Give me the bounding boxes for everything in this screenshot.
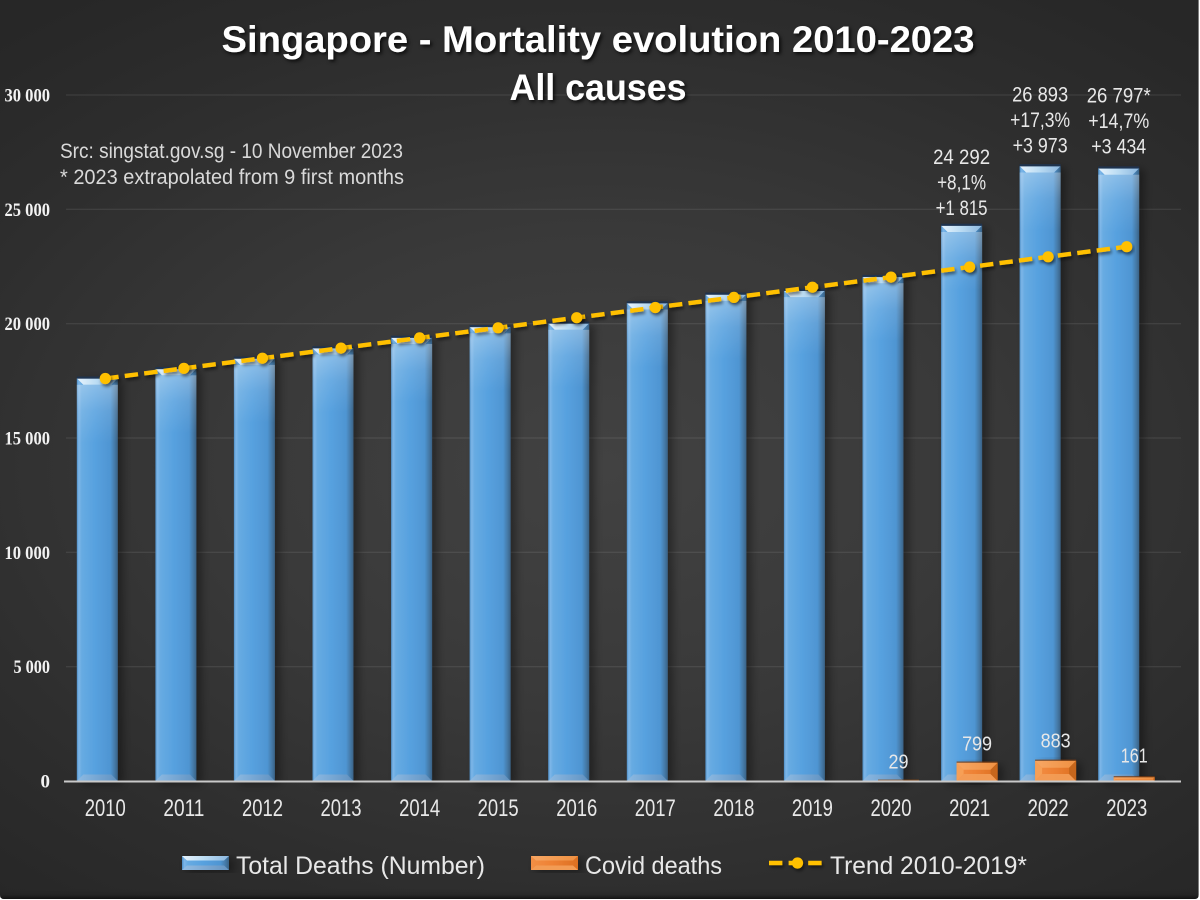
svg-text:2017: 2017 [635,795,676,822]
svg-text:161: 161 [1121,745,1148,767]
svg-text:26 797*: 26 797* [1087,85,1151,108]
svg-text:2015: 2015 [478,795,519,822]
svg-text:883: 883 [1041,730,1071,752]
svg-text:Singapore - Mortality evolutio: Singapore - Mortality evolution 2010-202… [222,19,975,60]
svg-text:+3 434: +3 434 [1091,136,1146,159]
svg-text:Src: singstat.gov.sg - 10 Nove: Src: singstat.gov.sg - 10 November 2023 [60,140,403,163]
svg-text:Total Deaths (Number): Total Deaths (Number) [236,852,485,880]
svg-text:All causes: All causes [510,67,687,108]
svg-text:2011: 2011 [163,795,204,822]
svg-text:+3 973: +3 973 [1013,135,1068,158]
svg-text:2018: 2018 [713,795,754,822]
svg-text:2020: 2020 [871,795,912,822]
svg-text:2016: 2016 [556,795,597,822]
svg-text:29: 29 [889,751,909,773]
svg-text:2010: 2010 [85,795,126,822]
svg-text:20 000: 20 000 [5,314,51,335]
svg-text:26 893: 26 893 [1012,84,1068,107]
svg-text:+1 815: +1 815 [936,197,988,220]
svg-text:+17,3%: +17,3% [1010,109,1070,132]
svg-text:2021: 2021 [949,795,990,822]
svg-text:10 000: 10 000 [5,543,51,564]
svg-text:2013: 2013 [321,795,362,822]
svg-text:25 000: 25 000 [5,200,51,221]
svg-text:30 000: 30 000 [5,86,51,107]
svg-text:Trend 2010-2019*: Trend 2010-2019* [830,852,1027,880]
svg-text:+8,1%: +8,1% [937,172,986,195]
svg-text:+14,7%: +14,7% [1088,110,1149,133]
svg-text:2023: 2023 [1106,795,1147,822]
svg-text:2019: 2019 [792,795,833,822]
svg-text:* 2023 extrapolated from 9 fir: * 2023 extrapolated from 9 first months [60,166,404,189]
svg-text:24 292: 24 292 [933,146,990,169]
svg-text:15 000: 15 000 [5,429,51,450]
svg-text:Covid deaths: Covid deaths [585,852,722,880]
svg-text:2012: 2012 [242,795,283,822]
svg-text:0: 0 [41,772,51,793]
svg-text:2014: 2014 [399,795,440,822]
svg-text:799: 799 [962,733,992,755]
svg-text:2022: 2022 [1028,795,1069,822]
svg-text:5 000: 5 000 [14,657,51,678]
